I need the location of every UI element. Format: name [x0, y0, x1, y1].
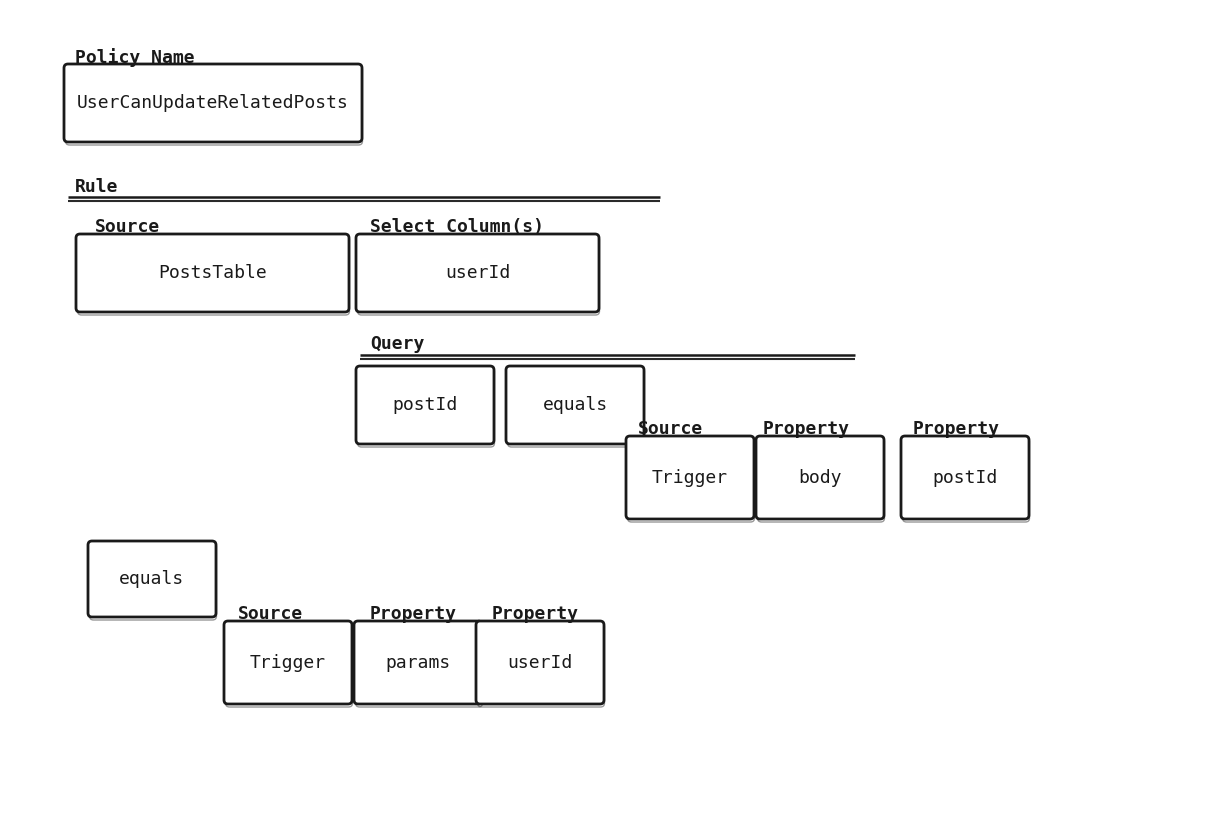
- Text: postId: postId: [933, 469, 998, 486]
- Text: postId: postId: [393, 396, 458, 414]
- Text: Source: Source: [237, 605, 304, 623]
- FancyBboxPatch shape: [88, 541, 215, 617]
- Text: equals: equals: [542, 396, 607, 414]
- Text: Property: Property: [763, 420, 849, 438]
- Text: Query: Query: [370, 335, 425, 353]
- Text: userId: userId: [508, 654, 573, 671]
- Text: Rule: Rule: [75, 178, 119, 196]
- FancyBboxPatch shape: [901, 436, 1029, 519]
- Text: Property: Property: [913, 420, 1000, 438]
- Text: UserCanUpdateRelatedPosts: UserCanUpdateRelatedPosts: [77, 94, 349, 112]
- FancyBboxPatch shape: [354, 621, 482, 704]
- Text: Property: Property: [492, 605, 579, 623]
- FancyBboxPatch shape: [356, 366, 494, 444]
- FancyBboxPatch shape: [224, 621, 353, 704]
- FancyBboxPatch shape: [64, 64, 362, 142]
- Text: PostsTable: PostsTable: [158, 264, 267, 282]
- Text: Source: Source: [95, 218, 160, 236]
- FancyBboxPatch shape: [356, 234, 599, 312]
- Text: Policy Name: Policy Name: [75, 48, 195, 67]
- FancyBboxPatch shape: [625, 436, 754, 519]
- Text: Property: Property: [370, 605, 457, 623]
- Text: userId: userId: [444, 264, 510, 282]
- FancyBboxPatch shape: [756, 436, 884, 519]
- Text: equals: equals: [120, 570, 185, 588]
- Text: Trigger: Trigger: [250, 654, 326, 671]
- FancyBboxPatch shape: [476, 621, 603, 704]
- Text: Trigger: Trigger: [652, 469, 728, 486]
- Text: Select Column(s): Select Column(s): [370, 218, 543, 236]
- Text: params: params: [386, 654, 450, 671]
- FancyBboxPatch shape: [76, 234, 349, 312]
- Text: body: body: [798, 469, 842, 486]
- Text: Source: Source: [638, 420, 704, 438]
- FancyBboxPatch shape: [506, 366, 644, 444]
